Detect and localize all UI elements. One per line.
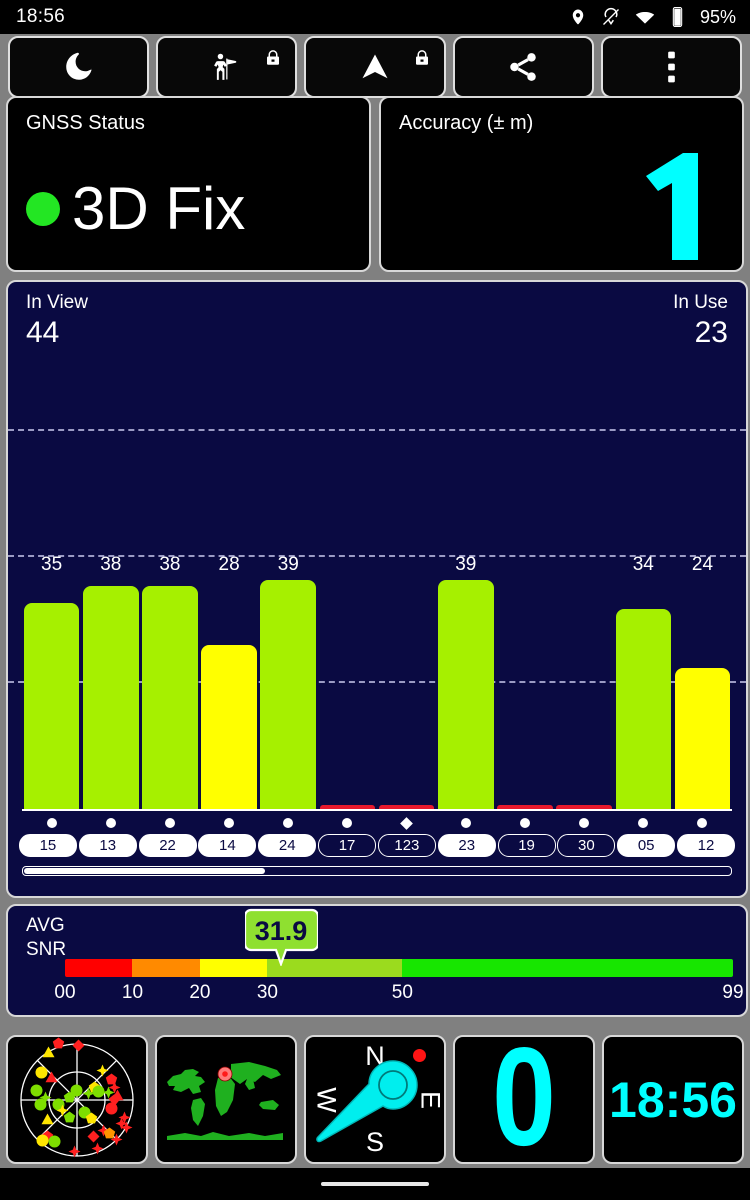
svg-text:31.9: 31.9: [254, 916, 307, 946]
